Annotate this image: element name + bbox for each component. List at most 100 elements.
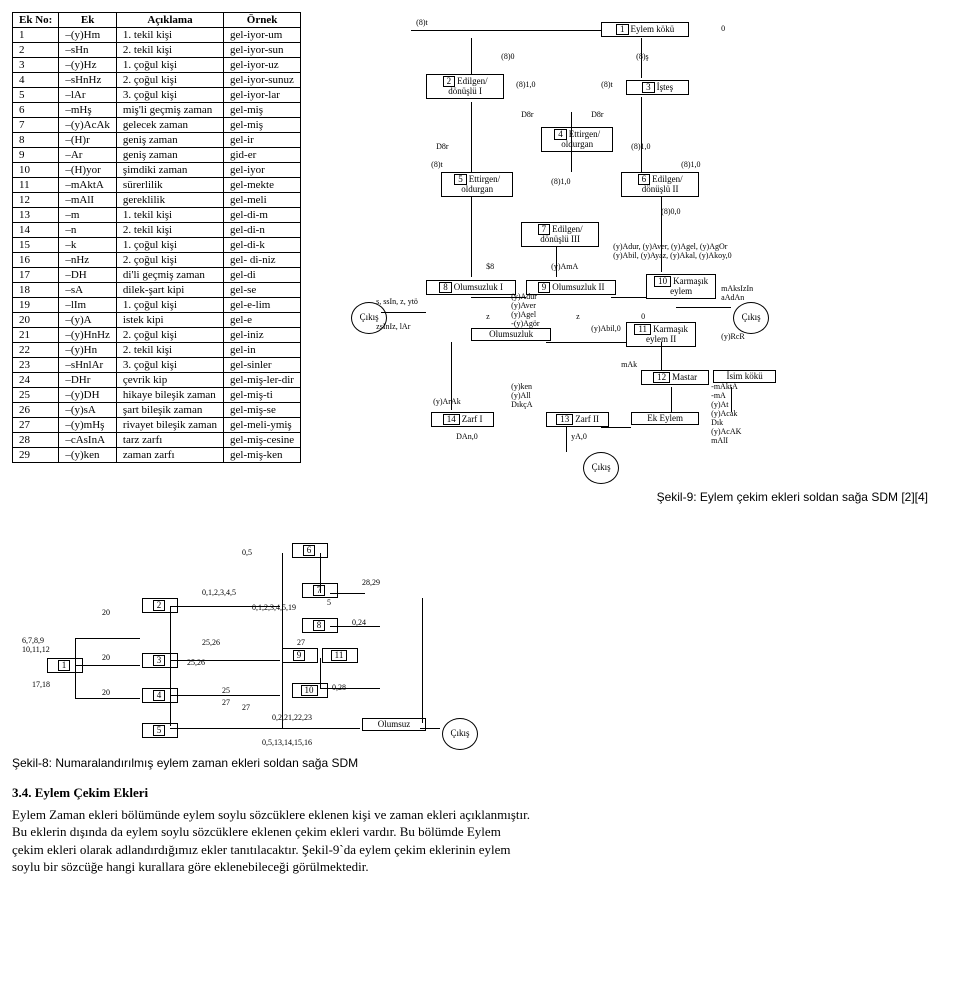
table-cell: gelecek zaman bbox=[116, 118, 223, 133]
diagram-edge-label: mAk bbox=[621, 360, 637, 369]
table-cell: 12 bbox=[13, 193, 59, 208]
table-cell: 1 bbox=[13, 28, 59, 43]
table-row: 7–(y)AcAkgelecek zamangel-miş bbox=[13, 118, 301, 133]
sdm-right-column: 1Eylem kökü2Edilgen/dönüşlü I3İşteş4Etti… bbox=[321, 12, 948, 518]
table-row: 3–(y)Hz1. çoğul kişigel-iyor-uz bbox=[13, 58, 301, 73]
table-cell: gel-iyor-uz bbox=[224, 58, 301, 73]
table-cell: –sHnlAr bbox=[59, 358, 117, 373]
diagram-node: 11 bbox=[322, 648, 358, 663]
diagram-edge bbox=[471, 102, 472, 172]
table-row: 23–sHnlAr3. çoğul kişigel-sinler bbox=[13, 358, 301, 373]
table-cell: 24 bbox=[13, 373, 59, 388]
diagram-edge-label: (8)0 bbox=[501, 52, 514, 61]
table-cell: 2. çoğul kişi bbox=[116, 73, 223, 88]
table-row: 11–mAktAsürerlilikgel-mekte bbox=[13, 178, 301, 193]
table-cell: 21 bbox=[13, 328, 59, 343]
table-cell: hikaye bileşik zaman bbox=[116, 388, 223, 403]
diagram-edge bbox=[170, 606, 171, 726]
diagram-node: 1Eylem kökü bbox=[601, 22, 689, 37]
diagram-edge-label: 20 bbox=[102, 653, 110, 662]
table-row: 6–mHşmiş'li geçmiş zamangel-miş bbox=[13, 103, 301, 118]
diagram-node: 13Zarf II bbox=[546, 412, 609, 427]
diagram-node: 3İşteş bbox=[626, 80, 689, 95]
table-cell: 1. tekil kişi bbox=[116, 28, 223, 43]
table-cell: 22 bbox=[13, 343, 59, 358]
table-cell: –sHnHz bbox=[59, 73, 117, 88]
table-cell: 3. çoğul kişi bbox=[116, 358, 223, 373]
diagram-edge bbox=[471, 297, 526, 298]
diagram-edge-label: 27 bbox=[297, 638, 305, 647]
diagram-edge bbox=[611, 297, 646, 298]
diagram-edge-label: yA,0 bbox=[571, 432, 587, 441]
table-cell: –k bbox=[59, 238, 117, 253]
table-cell: 2 bbox=[13, 43, 59, 58]
table-row: 15–k1. çoğul kişigel-di-k bbox=[13, 238, 301, 253]
diagram-edge-label: 0 bbox=[721, 24, 725, 33]
diagram-edge bbox=[420, 728, 440, 729]
diagram-edge-label: z bbox=[486, 312, 490, 321]
table-cell: 4 bbox=[13, 73, 59, 88]
diagram-edge bbox=[641, 97, 642, 172]
table-cell: gel-iyor bbox=[224, 163, 301, 178]
table-row: 16–nHz2. çoğul kişigel- di-niz bbox=[13, 253, 301, 268]
diagram-edge bbox=[75, 698, 140, 699]
table-cell: –DHr bbox=[59, 373, 117, 388]
diagram-edge-label: 0 bbox=[641, 312, 645, 321]
sdm-right-diagram: 1Eylem kökü2Edilgen/dönüşlü I3İşteş4Etti… bbox=[321, 12, 771, 482]
table-cell: gel-meli bbox=[224, 193, 301, 208]
table-cell: –(y)mHş bbox=[59, 418, 117, 433]
table-row: 1–(y)Hm1. tekil kişigel-iyor-um bbox=[13, 28, 301, 43]
table-row: 13–m1. tekil kişigel-di-m bbox=[13, 208, 301, 223]
table-cell: gereklilik bbox=[116, 193, 223, 208]
diagram-edge bbox=[170, 728, 360, 729]
table-cell: –DH bbox=[59, 268, 117, 283]
diagram-edge bbox=[75, 665, 140, 666]
diagram-edge-label: (8)1,0 bbox=[516, 80, 535, 89]
diagram-edge-label: (y)Abil,0 bbox=[591, 324, 621, 333]
table-cell: 20 bbox=[13, 313, 59, 328]
diagram-edge bbox=[282, 553, 283, 728]
table-cell: 2. tekil kişi bbox=[116, 43, 223, 58]
table-cell: gel-di-k bbox=[224, 238, 301, 253]
table-header: Ek bbox=[59, 13, 117, 28]
diagram-edge-label: 25 bbox=[222, 686, 230, 695]
diagram-edge bbox=[170, 695, 280, 696]
diagram-edge bbox=[731, 387, 732, 412]
table-cell: geniş zaman bbox=[116, 133, 223, 148]
diagram-edge bbox=[330, 593, 365, 594]
diagram-edge-label: 27 bbox=[242, 703, 250, 712]
table-cell: gel-di-n bbox=[224, 223, 301, 238]
diagram-node: 5Ettirgen/oldurgan bbox=[441, 172, 513, 197]
diagram-edge bbox=[422, 598, 423, 723]
section-text: 3.4. Eylem Çekim Ekleri Eylem Zaman ekle… bbox=[12, 784, 532, 876]
diagram-node: Çıkış bbox=[733, 302, 769, 334]
table-cell: gel-e-lim bbox=[224, 298, 301, 313]
diagram-edge-label: (8)1,0 bbox=[551, 177, 570, 186]
diagram-edge bbox=[320, 688, 380, 689]
table-row: 4–sHnHz2. çoğul kişigel-iyor-sunuz bbox=[13, 73, 301, 88]
table-cell: 5 bbox=[13, 88, 59, 103]
diagram-edge-label: (y)ArAk bbox=[433, 397, 461, 406]
suffix-table: Ek No:EkAçıklamaÖrnek 1–(y)Hm1. tekil ki… bbox=[12, 12, 301, 463]
diagram-edge bbox=[471, 197, 472, 277]
table-cell: –(y)AcAk bbox=[59, 118, 117, 133]
diagram-edge-label: (8)1,0 bbox=[681, 160, 700, 169]
diagram-edge-label: mAksIzInaAdAn bbox=[721, 284, 753, 302]
diagram-edge bbox=[556, 247, 557, 277]
caption-figure-8: Şekil-8: Numaralandırılmış eylem zaman e… bbox=[12, 756, 948, 770]
diagram-edge bbox=[671, 387, 672, 412]
table-cell: 23 bbox=[13, 358, 59, 373]
table-cell: 19 bbox=[13, 298, 59, 313]
diagram-edge-label: z bbox=[576, 312, 580, 321]
table-cell: –Ar bbox=[59, 148, 117, 163]
table-cell: –sA bbox=[59, 283, 117, 298]
table-cell: –sHn bbox=[59, 43, 117, 58]
table-row: 10–(H)yorşimdiki zamangel-iyor bbox=[13, 163, 301, 178]
table-cell: 2. tekil kişi bbox=[116, 223, 223, 238]
diagram-edge-label: (y)RcR bbox=[721, 332, 745, 341]
table-row: 5–lAr3. çoğul kişigel-iyor-lar bbox=[13, 88, 301, 103]
table-row: 25–(y)DHhikaye bileşik zamangel-miş-ti bbox=[13, 388, 301, 403]
table-cell: –cAsInA bbox=[59, 433, 117, 448]
diagram-node: 10Karmaşıkeylem bbox=[646, 274, 716, 299]
table-cell: 15 bbox=[13, 238, 59, 253]
